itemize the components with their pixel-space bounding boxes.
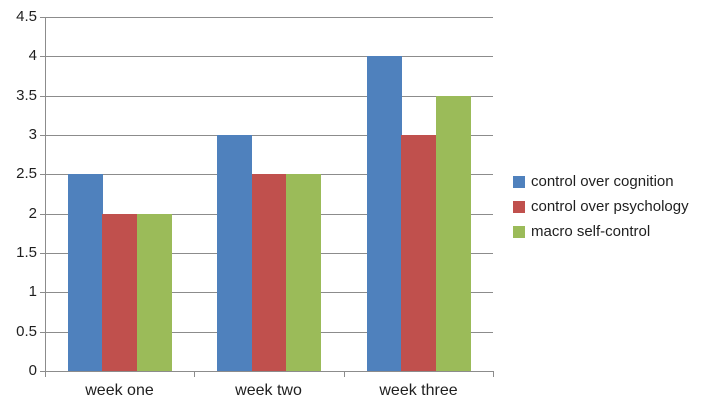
gridline-y-4.5: [45, 17, 493, 18]
y-tick-label-1.5: 1.5: [16, 244, 37, 261]
y-tick-0: [40, 371, 45, 372]
legend-item-macro-self-control: macro self-control: [513, 219, 689, 244]
bar-week-two-control-over-cognition: [217, 135, 252, 371]
bar-week-three-macro-self-control: [436, 96, 471, 371]
legend-swatch-icon: [513, 175, 525, 188]
y-tick-4.5: [40, 17, 45, 18]
gridline-y-3.5: [45, 96, 493, 97]
y-tick-label-4: 4: [28, 47, 37, 64]
y-tick-label-2: 2: [28, 205, 37, 222]
x-category-label-week-one: week one: [85, 382, 154, 399]
y-tick-label-1: 1: [28, 283, 37, 300]
y-tick-1.5: [40, 253, 45, 254]
y-tick-2.5: [40, 174, 45, 175]
bar-week-three-control-over-psychology: [401, 135, 436, 371]
bar-week-one-control-over-psychology: [102, 214, 137, 371]
x-category-label-week-two: week two: [235, 382, 302, 399]
y-tick-3: [40, 135, 45, 136]
gridline-y-4: [45, 56, 493, 57]
bar-week-two-macro-self-control: [286, 174, 321, 371]
x-tick-2: [344, 372, 345, 377]
y-tick-1: [40, 292, 45, 293]
x-tick-3: [493, 372, 494, 377]
legend-swatch-icon: [513, 225, 525, 238]
y-tick-label-0.5: 0.5: [16, 323, 37, 340]
y-tick-label-4.5: 4.5: [16, 8, 37, 25]
y-tick-label-2.5: 2.5: [16, 165, 37, 182]
y-tick-3.5: [40, 96, 45, 97]
x-axis-line: [45, 371, 494, 372]
bar-week-one-macro-self-control: [137, 214, 172, 371]
bar-week-three-control-over-cognition: [367, 56, 402, 371]
y-tick-label-3: 3: [28, 126, 37, 143]
legend-label: control over psychology: [531, 198, 689, 215]
bar-week-two-control-over-psychology: [252, 174, 287, 371]
x-category-label-week-three: week three: [379, 382, 458, 399]
y-tick-label-0: 0: [28, 362, 37, 379]
gridline-y-3: [45, 135, 493, 136]
legend-label: control over cognition: [531, 173, 674, 190]
legend-swatch-icon: [513, 200, 525, 213]
legend-label: macro self-control: [531, 223, 651, 240]
legend-item-control-over-cognition: control over cognition: [513, 169, 689, 194]
y-tick-4: [40, 56, 45, 57]
y-axis-line: [45, 17, 46, 371]
y-tick-label-3.5: 3.5: [16, 87, 37, 104]
y-tick-0.5: [40, 332, 45, 333]
legend-item-control-over-psychology: control over psychology: [513, 194, 689, 219]
x-tick-1: [194, 372, 195, 377]
legend: control over cognition control over psych…: [513, 169, 689, 244]
bar-week-one-control-over-cognition: [68, 174, 103, 371]
y-tick-2: [40, 214, 45, 215]
x-tick-0: [45, 372, 46, 377]
